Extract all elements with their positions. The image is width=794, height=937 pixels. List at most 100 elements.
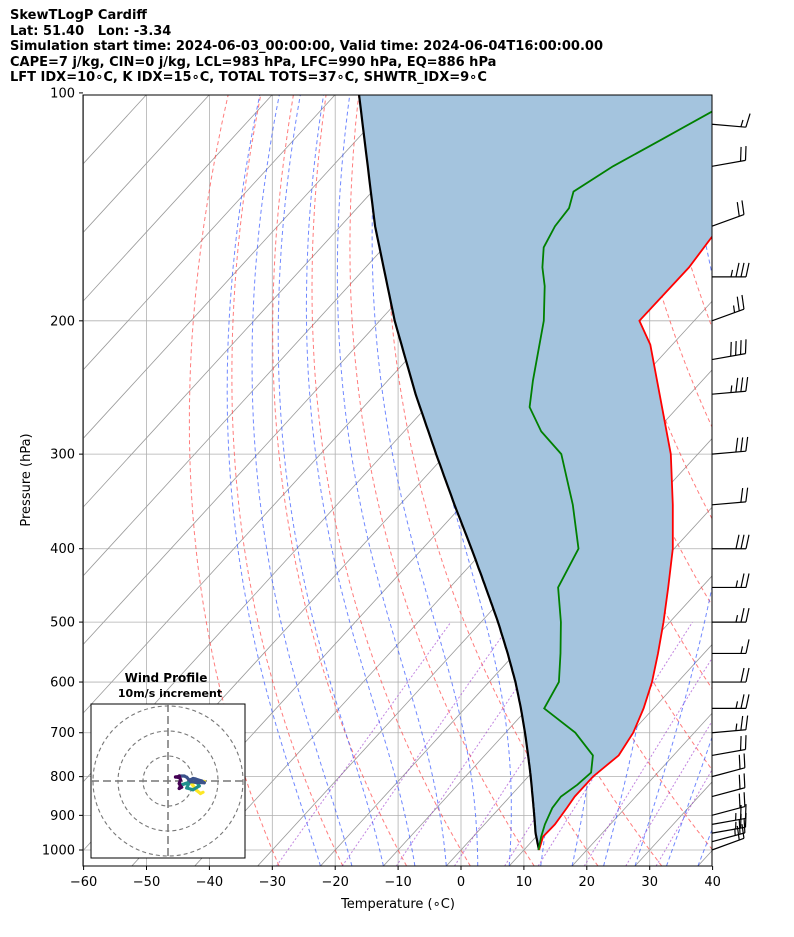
wind-barb	[711, 715, 749, 734]
barb-staff	[711, 353, 746, 361]
barb-flag-full	[741, 294, 745, 310]
barb-flag-full	[740, 437, 744, 452]
moist-adiabat	[251, 95, 353, 866]
barb-flag-full	[743, 773, 746, 788]
y-tick-label: 500	[50, 616, 75, 631]
y-tick-label: 100	[50, 86, 75, 101]
barb-flag-full	[738, 754, 741, 770]
x-tick-label: 0	[457, 875, 465, 890]
barb-flag-full	[745, 113, 751, 128]
moist-adiabat	[371, 95, 479, 866]
barb-flag-half	[730, 269, 734, 278]
x-tick-label: −50	[133, 875, 160, 890]
dry-adiabat	[717, 93, 794, 866]
barb-flag-full	[745, 376, 749, 392]
barb-flag-full	[744, 339, 747, 354]
title-location: Lat: 51.40 Lon: -3.34	[10, 23, 172, 39]
barb-flag-half	[730, 385, 733, 393]
y-tick-label: 600	[50, 676, 75, 691]
barb-flag-half	[740, 119, 744, 127]
isotherm	[83, 95, 336, 371]
mixing-ratio-line	[341, 621, 513, 866]
y-tick-label: 900	[50, 809, 75, 824]
barb-staff	[711, 817, 746, 825]
barb-flag-full	[736, 296, 740, 311]
wind-barb	[712, 694, 750, 709]
barb-flag-full	[745, 573, 750, 588]
barb-staff	[711, 805, 745, 816]
barb-flag-full	[735, 262, 740, 278]
title-station: SkewTLogP Cardiff	[10, 8, 147, 23]
barb-flag-full	[745, 262, 750, 278]
profiles	[357, 95, 712, 851]
mixing-ratio-line	[276, 621, 452, 866]
barb-flag-full	[745, 715, 749, 730]
cape-shading	[359, 95, 712, 850]
barb-staff	[711, 729, 746, 734]
isotherm	[83, 95, 399, 440]
barb-staff	[711, 450, 746, 455]
x-axis-label: Temperature (∘C)	[340, 897, 455, 912]
barb-flag-full	[738, 819, 741, 835]
wind-barb	[711, 773, 746, 798]
barb-flag-full	[741, 200, 745, 215]
barb-flag-full	[745, 607, 750, 623]
title-indices: LFT IDX=10∘C, K IDX=15∘C, TOTAL TOTS=37∘…	[10, 70, 487, 85]
dry-adiabat	[750, 93, 794, 866]
axes: −60 −50 −40 −30 −20 −10 0 10 20 30 40 1000 900 800 700…	[42, 86, 721, 890]
barb-flag-full	[735, 437, 739, 453]
title-stability: CAPE=7 j/kg, CIN=0 j/kg, LCL=983 hPa, LF…	[10, 54, 497, 70]
mixing-ratio-line	[583, 657, 712, 866]
barb-flag-half	[732, 305, 736, 313]
wind-barb	[711, 792, 746, 816]
dry-adiabat	[231, 95, 344, 866]
isotherm	[83, 95, 84, 96]
barb-flag-full	[738, 793, 741, 808]
y-tick-label: 200	[50, 314, 75, 329]
y-tick-label: 800	[50, 770, 75, 785]
barb-flag-full	[735, 377, 739, 393]
barb-flag-full	[744, 804, 747, 819]
wind-barb	[711, 146, 747, 167]
moist-adiabat	[305, 95, 416, 866]
y-tick-label: 1000	[42, 844, 75, 859]
barb-staff	[711, 159, 746, 167]
wind-barb	[711, 294, 745, 322]
wind-barb	[712, 639, 750, 655]
moist-adiabat	[666, 735, 712, 866]
barb-flag-full	[743, 753, 746, 768]
barb-flag-full	[743, 792, 746, 807]
x-tick-label: 20	[579, 875, 596, 890]
wind-barb	[712, 573, 750, 589]
barb-flag-full	[735, 341, 737, 356]
barb-flag-half	[735, 580, 739, 588]
barb-flag-full	[739, 340, 742, 355]
hodograph-segment	[177, 785, 184, 791]
hodograph-subtitle: 10m/s increment	[118, 687, 222, 700]
moist-adiabat	[277, 95, 384, 866]
mixing-ratio-line	[655, 769, 712, 866]
moist-adiabat	[226, 95, 321, 866]
dry-adiabat	[349, 95, 535, 866]
barb-flag-full	[743, 818, 746, 833]
cape-area	[359, 95, 712, 850]
temperature-profile-line	[538, 235, 712, 851]
barb-staff	[711, 748, 746, 757]
barb-flag-half	[735, 723, 738, 731]
wind-barb	[711, 735, 747, 757]
barb-flag-full	[730, 341, 732, 357]
barb-staff	[711, 214, 745, 227]
barb-staff	[711, 832, 745, 843]
barb-flag-full	[745, 534, 750, 549]
barb-staff	[711, 308, 745, 322]
barb-flag-full	[745, 639, 750, 654]
isotherm	[83, 95, 273, 302]
barb-flag-full	[736, 202, 740, 217]
barb-flag-full	[740, 262, 745, 278]
y-axis-label: Pressure (hPa)	[19, 433, 34, 526]
barb-flag-full	[741, 824, 745, 839]
barb-flag-full	[740, 607, 745, 623]
barb-flag-half	[735, 614, 739, 623]
y-tick-label: 300	[50, 448, 75, 463]
hodograph-title: Wind Profile	[125, 671, 208, 685]
